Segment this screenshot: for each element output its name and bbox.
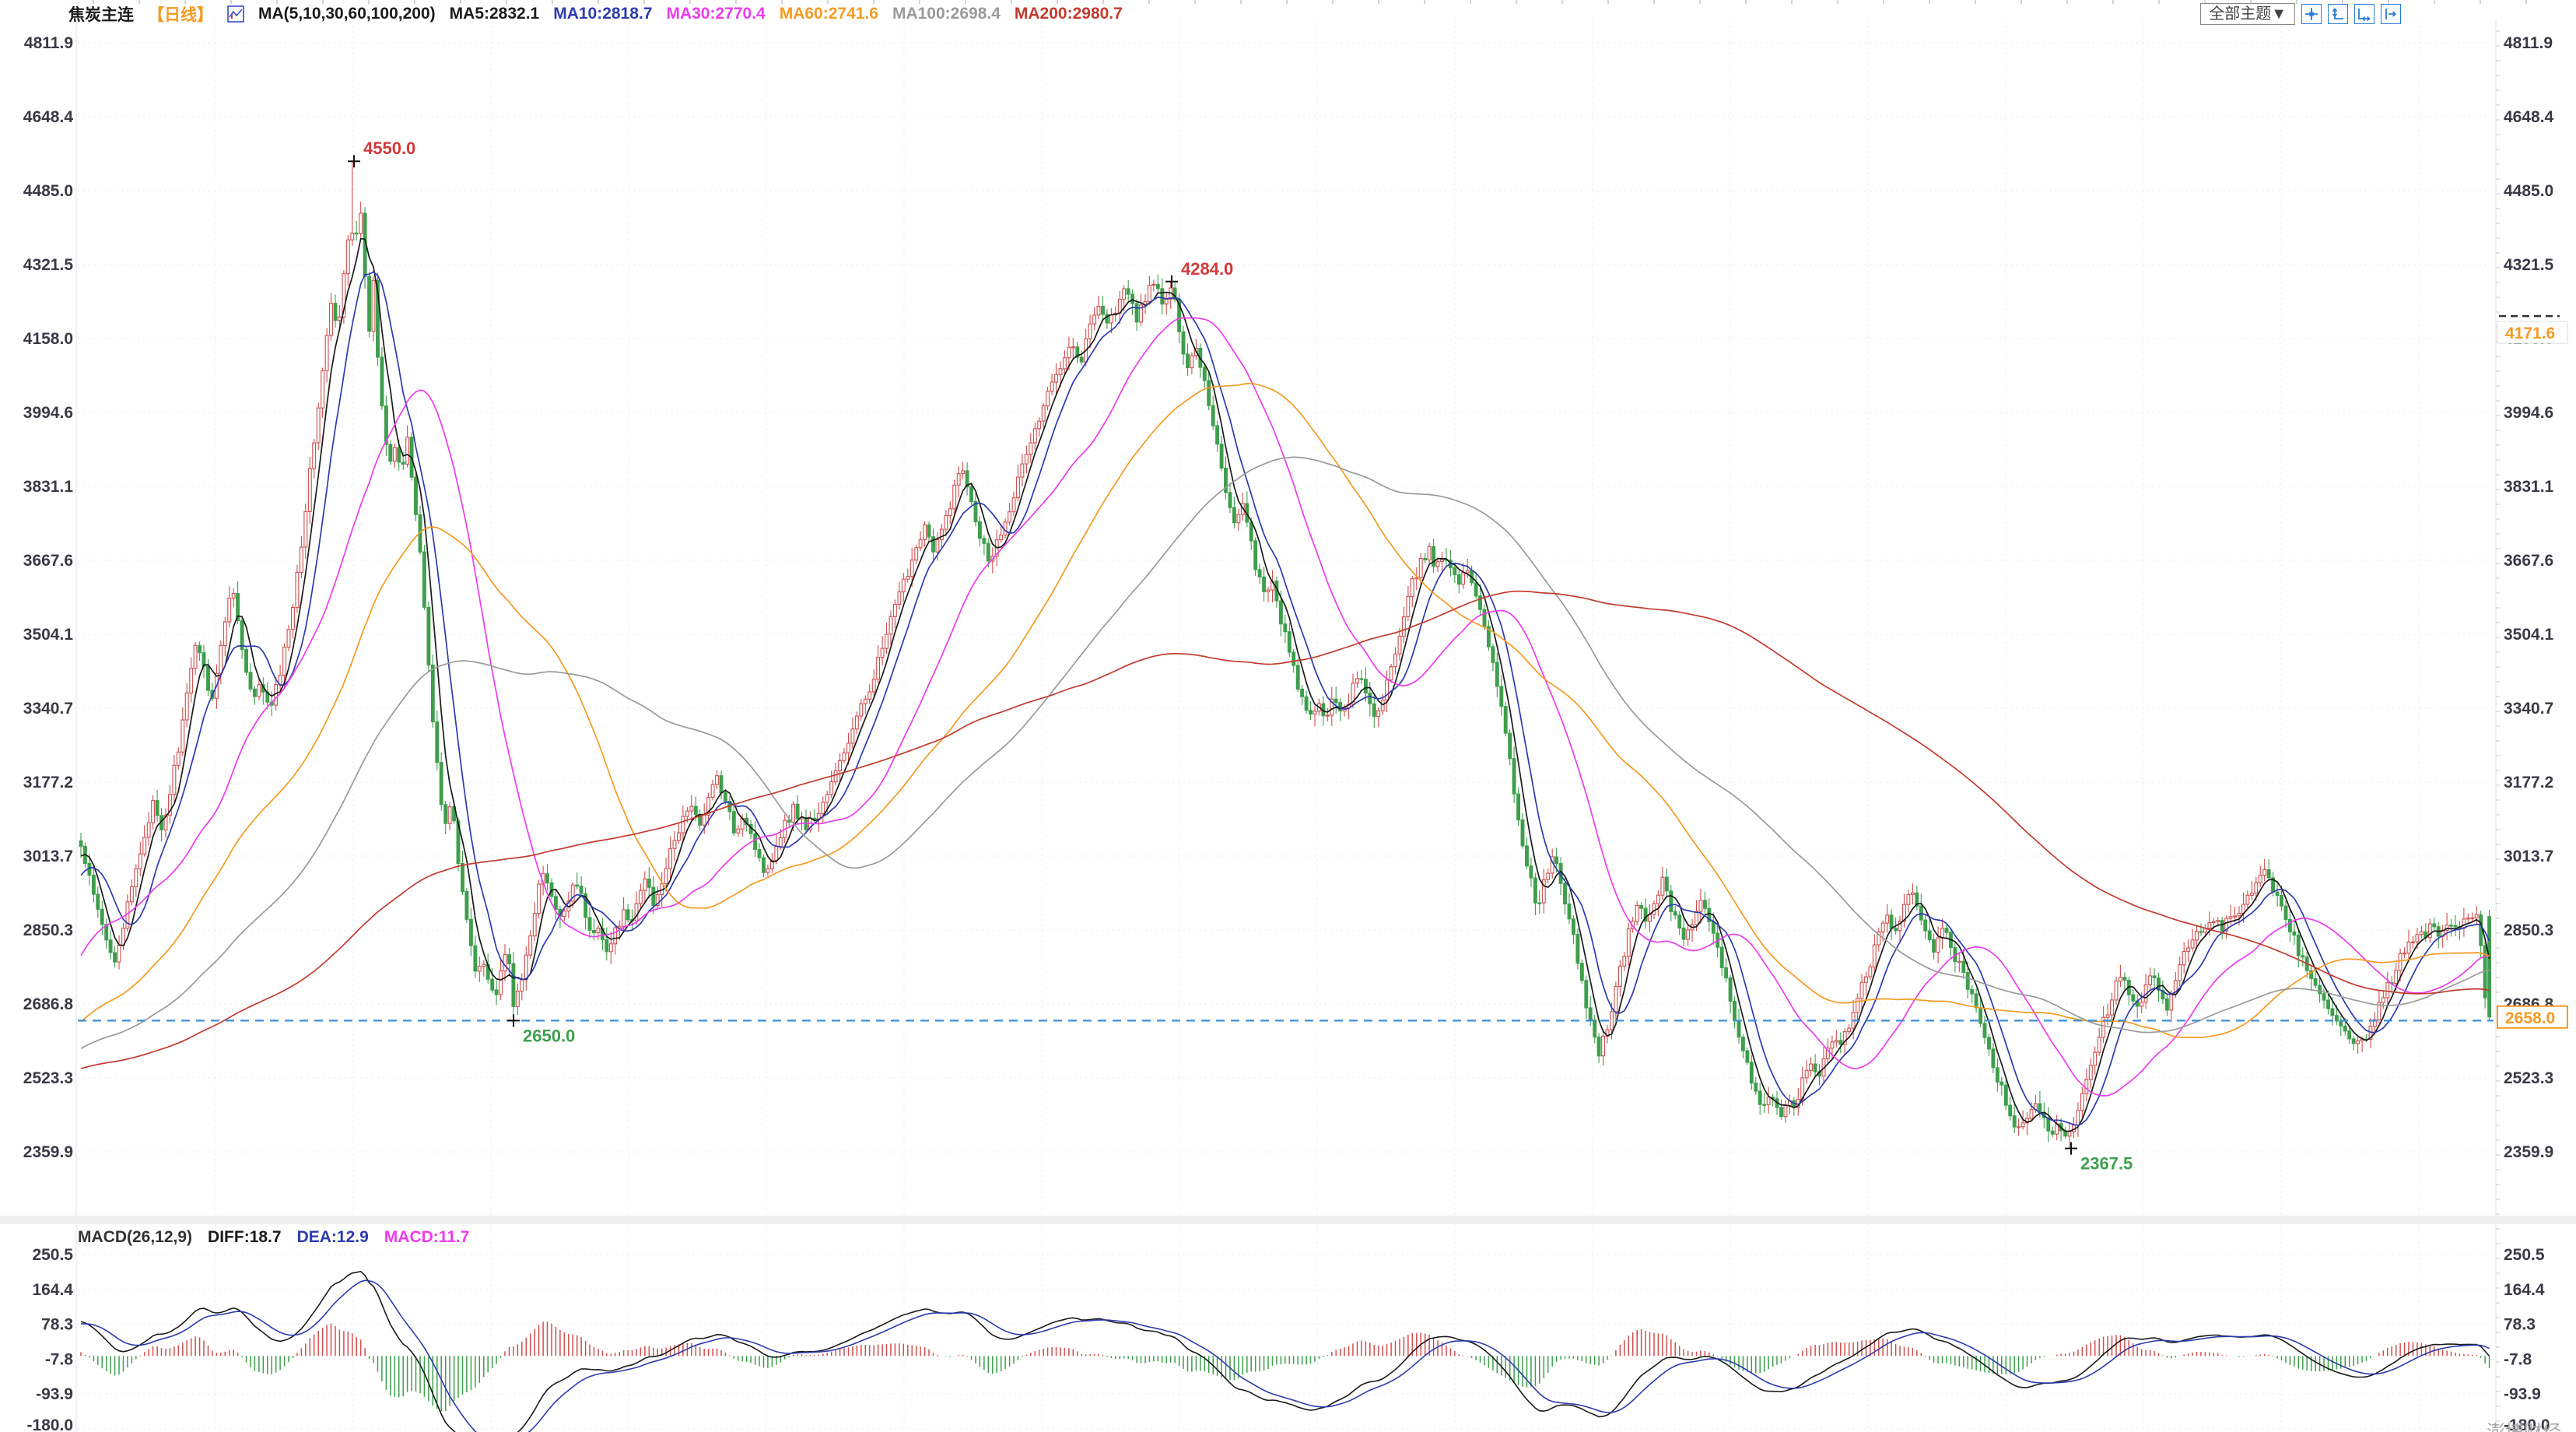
svg-text:3667.6: 3667.6 [2504, 552, 2553, 570]
ma200-line [80, 590, 2490, 1069]
macd-diff-value: DIFF:18.7 [208, 1228, 282, 1246]
crosshair-icon[interactable] [2301, 4, 2322, 24]
ma60-value: MA60:2741.6 [779, 5, 878, 23]
svg-text:3340.7: 3340.7 [2504, 700, 2553, 718]
diff-line [80, 1270, 2490, 1432]
svg-text:4284.0: 4284.0 [1181, 259, 1233, 279]
svg-text:3177.2: 3177.2 [2504, 774, 2553, 791]
svg-text:-180.0: -180.0 [26, 1416, 73, 1432]
svg-text:-93.9: -93.9 [36, 1385, 73, 1403]
watermark: 澎博财经 [2487, 1416, 2561, 1432]
svg-text:164.4: 164.4 [32, 1281, 73, 1299]
svg-text:78.3: 78.3 [41, 1316, 73, 1334]
macd-params-label: MACD(26,12,9) [78, 1228, 193, 1246]
svg-text:3177.2: 3177.2 [23, 774, 73, 791]
chart-toolbar: 全部主题▼ [2200, 3, 2401, 25]
svg-text:2658.0: 2658.0 [2505, 1009, 2555, 1027]
price-axis-right: 4811.94648.44485.04321.54158.03994.63831… [2504, 34, 2554, 1432]
svg-text:2359.9: 2359.9 [2504, 1143, 2553, 1161]
svg-text:3994.6: 3994.6 [2504, 404, 2553, 422]
svg-text:3504.1: 3504.1 [2504, 626, 2554, 644]
svg-text:4321.5: 4321.5 [2504, 256, 2554, 274]
svg-text:4811.9: 4811.9 [24, 34, 73, 52]
svg-text:2850.3: 2850.3 [2504, 921, 2553, 939]
svg-text:4550.0: 4550.0 [363, 139, 415, 158]
svg-text:78.3: 78.3 [2504, 1316, 2536, 1334]
svg-text:-7.8: -7.8 [2504, 1350, 2532, 1368]
svg-text:3831.1: 3831.1 [23, 478, 74, 496]
symbol-name: 焦炭主连 [68, 6, 134, 24]
ma30-line [80, 317, 2490, 1097]
svg-text:2650.0: 2650.0 [523, 1026, 575, 1045]
svg-text:3340.7: 3340.7 [23, 700, 73, 718]
svg-text:250.5: 250.5 [2504, 1246, 2545, 1264]
x-axis-zoom-icon[interactable] [2354, 4, 2374, 24]
svg-text:3994.6: 3994.6 [23, 404, 73, 422]
macd-macd-value: MACD:11.7 [384, 1228, 470, 1246]
dea-line [80, 1279, 2490, 1432]
svg-text:4171.6: 4171.6 [2505, 325, 2555, 342]
svg-text:3667.6: 3667.6 [23, 552, 73, 570]
svg-text:2523.3: 2523.3 [2504, 1069, 2553, 1087]
svg-text:2359.9: 2359.9 [23, 1143, 73, 1161]
svg-text:2367.5: 2367.5 [2080, 1154, 2133, 1174]
svg-text:4321.5: 4321.5 [23, 256, 74, 274]
ma-lines [80, 237, 2490, 1132]
last-price-marker: 2658.0 [2497, 1005, 2568, 1029]
macd-lines [80, 1270, 2490, 1432]
ma5-line [80, 237, 2490, 1132]
price-axis-left: 4811.9 4648.4 4485.0 4321.5 4158.0 3994.6 3831… [23, 34, 74, 1432]
kline-indicator-icon [227, 5, 244, 23]
svg-text:2850.3: 2850.3 [23, 921, 73, 939]
svg-text:-7.8: -7.8 [45, 1350, 74, 1368]
svg-text:-180.0: -180.0 [2504, 1416, 2550, 1432]
svg-text:4485.0: 4485.0 [23, 182, 73, 200]
macd-header: MACD(26,12,9) DIFF:18.7 DEA:12.9 MACD:11… [78, 1228, 469, 1247]
ma10-value: MA10:2818.7 [553, 5, 653, 23]
price-annotations: 4550.0 4284.0 2650.0 2367.5 [348, 139, 2133, 1174]
y-axis-zoom-icon[interactable] [2328, 4, 2348, 24]
ma5-value: MA5:2832.1 [449, 5, 540, 23]
right-price-marker: 4171.6 [2497, 314, 2568, 344]
svg-text:3504.1: 3504.1 [23, 626, 74, 644]
svg-text:4485.0: 4485.0 [2504, 182, 2553, 200]
macd-histogram [80, 1321, 2490, 1412]
svg-text:2686.8: 2686.8 [23, 995, 74, 1013]
svg-text:3013.7: 3013.7 [2504, 848, 2553, 865]
ma100-line [80, 456, 2490, 1049]
svg-text:-93.9: -93.9 [2504, 1385, 2541, 1403]
svg-text:3831.1: 3831.1 [2504, 478, 2554, 496]
svg-text:4811.9: 4811.9 [2504, 34, 2553, 52]
svg-text:250.5: 250.5 [32, 1246, 73, 1264]
svg-text:4158.0: 4158.0 [23, 330, 73, 348]
pan-right-icon[interactable] [2381, 4, 2401, 24]
ma30-value: MA30:2770.4 [666, 5, 766, 23]
ma-params-label: MA(5,10,30,60,100,200) [258, 5, 436, 23]
period-label: 【日线】 [148, 6, 213, 24]
theme-dropdown[interactable]: 全部主题▼ [2200, 3, 2295, 25]
ma200-value: MA200:2980.7 [1014, 5, 1123, 23]
ma10-line [80, 271, 2490, 1126]
candlestick-series [79, 161, 2492, 1149]
svg-text:4648.4: 4648.4 [2504, 108, 2554, 126]
svg-text:3013.7: 3013.7 [23, 848, 73, 865]
chart-header: 焦炭主连 【日线】 MA(5,10,30,60,100,200) MA5:283… [68, 2, 1123, 26]
macd-dea-value: DEA:12.9 [296, 1228, 369, 1246]
svg-text:2523.3: 2523.3 [23, 1069, 73, 1087]
svg-text:4648.4: 4648.4 [23, 108, 74, 126]
svg-text:164.4: 164.4 [2504, 1281, 2545, 1299]
ma100-value: MA100:2698.4 [892, 5, 1001, 23]
